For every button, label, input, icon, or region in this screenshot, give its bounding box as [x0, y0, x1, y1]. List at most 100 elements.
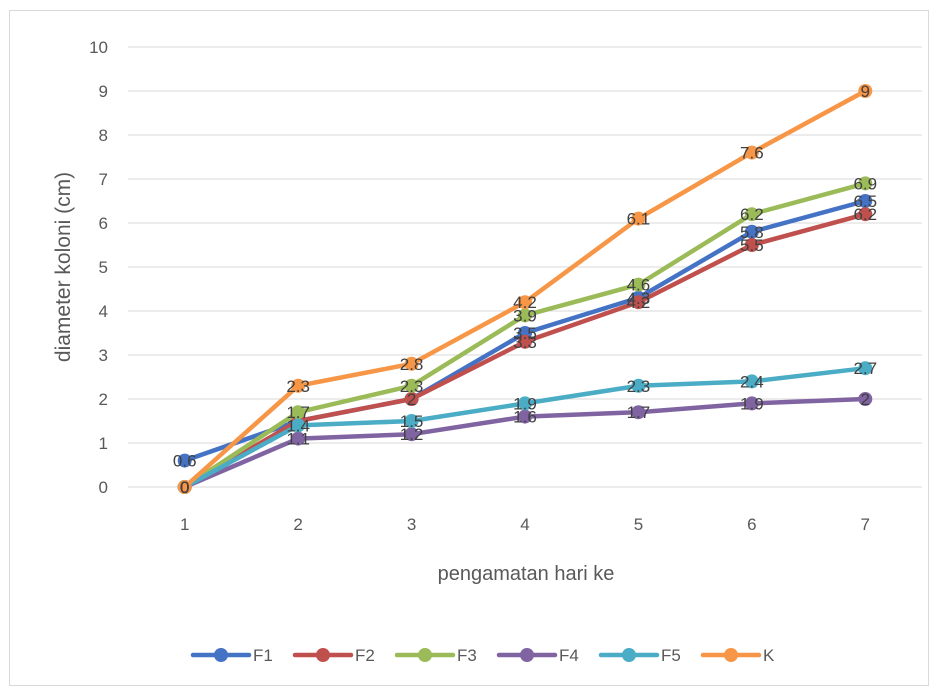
data-label-f4: 0 — [180, 478, 189, 497]
data-label-f1: 5.8 — [740, 223, 764, 242]
data-label-f3: 1.7 — [286, 403, 310, 422]
data-label-k: 7.6 — [740, 144, 764, 163]
data-point-f4 — [631, 405, 646, 420]
data-label-f4: 2 — [861, 390, 870, 409]
data-label-f1: 3.5 — [513, 324, 537, 343]
data-point-f4 — [518, 409, 532, 424]
y-tick-label: 1 — [99, 434, 108, 453]
data-label-f5: 2.4 — [740, 372, 764, 391]
data-label-f5: 2.3 — [627, 377, 651, 396]
data-label-f4: 1.6 — [513, 408, 537, 427]
x-tick-label: 6 — [747, 515, 756, 534]
data-label-f5: 2.7 — [853, 359, 877, 378]
legend-label-f5: F5 — [661, 646, 681, 665]
data-point-k — [177, 480, 192, 494]
data-label-k: 6.1 — [627, 210, 651, 229]
data-label-f4: 1.2 — [400, 425, 424, 444]
y-tick-label: 4 — [99, 302, 108, 321]
data-point-f1 — [177, 453, 192, 468]
data-point-f2 — [631, 295, 646, 310]
data-label-f3: 6.2 — [740, 205, 764, 224]
data-label-f1: 6.5 — [853, 192, 877, 211]
y-tick-label: 2 — [99, 390, 108, 409]
x-tick-label: 2 — [293, 515, 302, 534]
data-label-f5: 1.5 — [400, 412, 424, 431]
data-point-f4 — [744, 396, 759, 411]
y-tick-label: 7 — [99, 170, 108, 189]
series-group — [177, 84, 873, 494]
legend-label-k: K — [763, 646, 775, 665]
x-tick-label: 7 — [861, 515, 870, 534]
data-label-f3: 6.9 — [853, 174, 877, 193]
data-point-f4 — [291, 431, 306, 446]
data-point-f2 — [518, 334, 532, 349]
data-label-f3: 2.3 — [400, 377, 424, 396]
data-point-f1 — [744, 224, 759, 239]
y-tick-label: 6 — [99, 214, 108, 233]
y-tick-label: 0 — [99, 478, 108, 497]
y-tick-label: 5 — [99, 258, 108, 277]
y-tick-label: 9 — [99, 82, 108, 101]
data-label-f4: 1.1 — [286, 430, 310, 449]
data-label-k: 4.2 — [513, 293, 537, 312]
legend-marker-f5 — [622, 648, 636, 662]
legend-marker-f2 — [316, 648, 330, 662]
data-label-k: 2.8 — [400, 355, 424, 374]
y-tick-label: 10 — [89, 38, 108, 57]
y-axis-title: diameter koloni (cm) — [52, 172, 75, 362]
y-tick-label: 3 — [99, 346, 108, 365]
x-tick-label: 3 — [407, 515, 416, 534]
legend-label-f4: F4 — [559, 646, 579, 665]
data-point-k — [631, 211, 646, 226]
data-point-f1 — [858, 194, 873, 208]
data-label-f1: 0.6 — [173, 452, 197, 471]
data-label-f3: 4.6 — [627, 276, 651, 295]
data-label-f2: 0 — [180, 478, 189, 497]
data-point-f3 — [291, 405, 306, 420]
data-label-f3: 0 — [180, 478, 189, 497]
legend-label-f1: F1 — [253, 646, 273, 665]
data-point-f3 — [631, 277, 646, 292]
data-point-f3 — [744, 207, 759, 222]
legend-marker-f1 — [214, 648, 228, 662]
data-point-k — [858, 84, 873, 98]
x-axis-title: pengamatan hari ke — [438, 563, 615, 585]
data-label-f1: 4.3 — [627, 289, 651, 308]
data-point-f4 — [404, 427, 419, 442]
data-label-f4: 1.9 — [740, 394, 764, 413]
y-axis-ticks: 0 1 2 3 4 5 6 7 8 9 10 — [89, 38, 108, 497]
data-label-k: 0 — [180, 478, 189, 497]
data-label-f2: 4.2 — [627, 293, 651, 312]
data-point-k — [518, 295, 532, 310]
data-label-f5: 0 — [180, 478, 189, 497]
legend-marker-f4 — [520, 648, 534, 662]
data-label-k: 9 — [861, 82, 870, 101]
data-label-f2: 6.2 — [853, 205, 877, 224]
data-point-f3 — [404, 378, 419, 393]
data-point-k — [744, 145, 759, 160]
data-point-f2 — [404, 392, 419, 406]
data-point-f5 — [744, 374, 759, 389]
data-point-f3 — [518, 308, 532, 323]
legend: F1 F2 F3 F4 F5 K — [190, 646, 775, 665]
data-point-f2 — [858, 207, 873, 222]
data-point-f2 — [744, 238, 759, 252]
data-label-k: 2.3 — [286, 377, 310, 396]
data-point-f5 — [404, 414, 419, 428]
y-tick-label: 8 — [99, 126, 108, 145]
data-point-f5 — [518, 396, 532, 411]
data-label-f4: 1.7 — [627, 403, 651, 422]
data-point-k — [404, 356, 419, 371]
legend-label-f2: F2 — [355, 646, 375, 665]
data-point-k — [291, 378, 306, 393]
data-label-f5: 1.4 — [286, 416, 310, 435]
legend-marker-k — [724, 648, 738, 662]
legend-label-f3: F3 — [457, 646, 477, 665]
data-point-f3 — [858, 176, 873, 191]
data-point-f4 — [858, 392, 873, 406]
data-point-f5 — [291, 418, 306, 433]
data-label-f3: 3.9 — [513, 306, 537, 325]
x-tick-label: 5 — [634, 515, 643, 534]
data-label-f2: 3.3 — [513, 333, 537, 352]
